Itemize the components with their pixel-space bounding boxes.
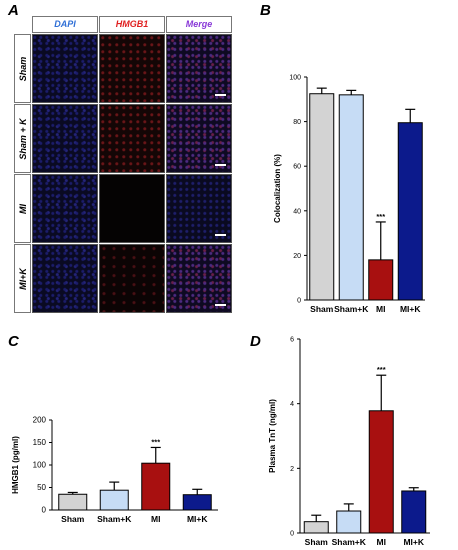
row-label-sham-k: Sham + K — [14, 104, 31, 173]
y-tick-label: 6 — [290, 337, 294, 344]
category-label: Sham+K — [97, 514, 132, 524]
panel-label-a: A — [8, 2, 19, 19]
y-tick-label: 4 — [290, 401, 294, 408]
row-label-sham: Sham — [14, 34, 31, 103]
bar-mi-k — [182, 494, 212, 511]
y-tick-label: 2 — [290, 466, 294, 473]
y-axis-label: HMGB1 (pg/ml) — [11, 436, 20, 494]
image-mi-k-dapi — [32, 244, 98, 313]
bar-sham-k — [99, 489, 129, 511]
y-axis-label: Plasma TnT (ng/ml) — [268, 399, 277, 473]
bar-sham — [303, 521, 329, 534]
image-mi-hmgb1 — [99, 174, 165, 243]
category-label: MI+K — [400, 304, 421, 314]
y-tick-label: 200 — [33, 416, 47, 425]
column-header-hmgb1: HMGB1 — [99, 16, 165, 33]
y-tick-label: 100 — [33, 461, 47, 470]
category-label: Sham — [310, 304, 334, 314]
bar-mi-k — [397, 122, 423, 301]
panel-label-c: C — [8, 333, 19, 350]
bar-mi-k — [401, 490, 427, 534]
image-mi-merge — [166, 174, 232, 243]
image-sham-dapi — [32, 34, 98, 103]
chart-d: 0 2 4 6 Plasma TnT (ng/ml) Sham Sham+K MI *** MI+… — [268, 337, 430, 547]
column-header-dapi: DAPI — [32, 16, 98, 33]
category-label: Sham — [305, 537, 329, 547]
category-label: MI — [377, 537, 386, 547]
image-mi-k-merge — [166, 244, 232, 313]
image-sham-hmgb1 — [99, 34, 165, 103]
category-label: MI — [151, 514, 160, 524]
y-tick-label: 20 — [293, 253, 301, 260]
image-mi-k-hmgb1 — [99, 244, 165, 313]
category-label: MI+K — [187, 514, 208, 524]
bar-sham — [58, 493, 88, 511]
category-label: Sham+K — [332, 537, 367, 547]
y-tick-label: 150 — [33, 438, 47, 447]
panel-label-b: B — [260, 2, 271, 19]
bar-sham-k — [338, 94, 364, 301]
chart-b: 0 20 40 60 80 100 Colocalization (%) Sham Sham+K… — [273, 75, 425, 314]
image-sham-k-hmgb1 — [99, 104, 165, 173]
bar-sham-k — [336, 510, 362, 534]
category-label: Sham+K — [334, 304, 369, 314]
scale-bar — [215, 94, 226, 96]
image-sham-merge — [166, 34, 232, 103]
bar-sham — [309, 93, 335, 301]
y-tick-label: 50 — [37, 483, 46, 492]
y-axis-label: Colocalization (%) — [273, 154, 282, 223]
bar-mi — [368, 259, 394, 301]
significance-label: *** — [376, 212, 385, 221]
image-sham-k-dapi — [32, 104, 98, 173]
micrograph-panel: DAPI HMGB1 Merge Sham Sham + K MI MI+K — [12, 10, 244, 313]
y-tick-label: 0 — [42, 506, 47, 515]
image-mi-dapi — [32, 174, 98, 243]
category-label: MI+K — [403, 537, 424, 547]
chart-c: 0 50 100 150 200 HMGB1 (pg/ml) Sham Sham+K MI ***… — [11, 416, 218, 524]
y-tick-label: 80 — [293, 119, 301, 126]
scale-bar — [215, 164, 226, 166]
y-tick-label: 60 — [293, 164, 301, 171]
category-label: MI — [376, 304, 385, 314]
bar-mi — [141, 462, 171, 511]
row-label-mi: MI — [14, 174, 31, 243]
image-sham-k-merge — [166, 104, 232, 173]
significance-label: *** — [377, 365, 386, 374]
row-label-mi-k: MI+K — [14, 244, 31, 313]
scale-bar — [215, 304, 226, 306]
panel-label-d: D — [250, 333, 261, 350]
y-tick-label: 100 — [289, 75, 301, 82]
column-header-merge: Merge — [166, 16, 232, 33]
significance-label: *** — [151, 437, 160, 446]
y-tick-label: 0 — [297, 298, 301, 305]
y-tick-label: 40 — [293, 208, 301, 215]
scale-bar — [215, 234, 226, 236]
y-tick-label: 0 — [290, 531, 294, 538]
category-label: Sham — [61, 514, 85, 524]
bar-mi — [368, 410, 394, 534]
